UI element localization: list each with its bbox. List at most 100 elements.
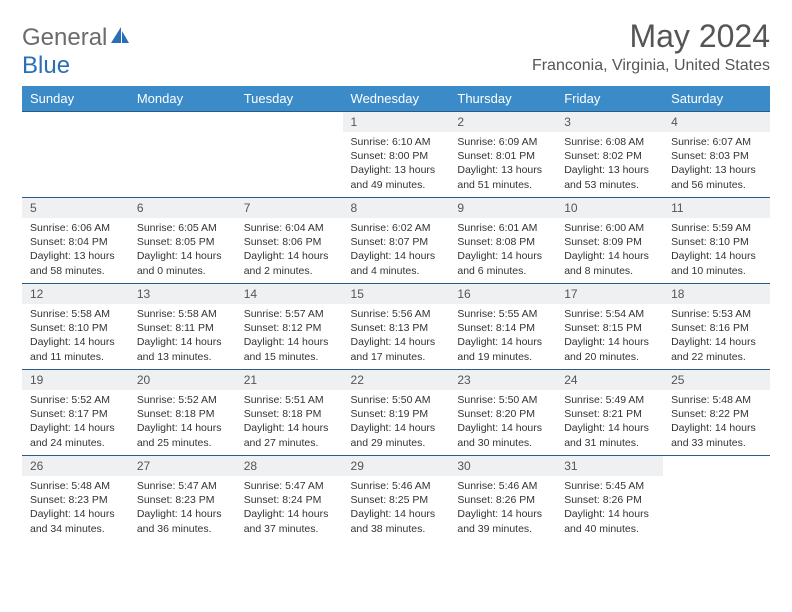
logo-sail-icon: [109, 25, 131, 50]
calendar-week-row: 12Sunrise: 5:58 AMSunset: 8:10 PMDayligh…: [22, 284, 770, 370]
calendar-day-cell: 4Sunrise: 6:07 AMSunset: 8:03 PMDaylight…: [663, 112, 770, 198]
day-number: 12: [22, 284, 129, 304]
day-number: 5: [22, 198, 129, 218]
calendar-day-cell: 14Sunrise: 5:57 AMSunset: 8:12 PMDayligh…: [236, 284, 343, 370]
day-number: 8: [343, 198, 450, 218]
calendar-day-cell: 6Sunrise: 6:05 AMSunset: 8:05 PMDaylight…: [129, 198, 236, 284]
day-number: 18: [663, 284, 770, 304]
day-details: Sunrise: 5:52 AMSunset: 8:17 PMDaylight:…: [22, 390, 129, 454]
calendar-day-cell: 30Sunrise: 5:46 AMSunset: 8:26 PMDayligh…: [449, 456, 556, 542]
day-details: Sunrise: 6:01 AMSunset: 8:08 PMDaylight:…: [449, 218, 556, 282]
logo-text-blue: Blue: [22, 52, 70, 79]
month-title: May 2024: [532, 18, 770, 55]
header: GeneralBlue May 2024 Franconia, Virginia…: [22, 18, 770, 80]
day-number: 21: [236, 370, 343, 390]
calendar-day-cell: 8Sunrise: 6:02 AMSunset: 8:07 PMDaylight…: [343, 198, 450, 284]
day-number: 20: [129, 370, 236, 390]
day-number: 11: [663, 198, 770, 218]
location: Franconia, Virginia, United States: [532, 57, 770, 75]
day-details: Sunrise: 5:55 AMSunset: 8:14 PMDaylight:…: [449, 304, 556, 368]
day-details: Sunrise: 5:45 AMSunset: 8:26 PMDaylight:…: [556, 476, 663, 540]
calendar-day-cell: 13Sunrise: 5:58 AMSunset: 8:11 PMDayligh…: [129, 284, 236, 370]
calendar-day-cell: 5Sunrise: 6:06 AMSunset: 8:04 PMDaylight…: [22, 198, 129, 284]
day-number: 19: [22, 370, 129, 390]
day-details: Sunrise: 6:08 AMSunset: 8:02 PMDaylight:…: [556, 132, 663, 196]
logo-text-general: General: [22, 24, 107, 51]
calendar-day-cell: 24Sunrise: 5:49 AMSunset: 8:21 PMDayligh…: [556, 370, 663, 456]
day-number: 23: [449, 370, 556, 390]
day-header: Monday: [129, 86, 236, 112]
day-details: Sunrise: 5:56 AMSunset: 8:13 PMDaylight:…: [343, 304, 450, 368]
day-number: 14: [236, 284, 343, 304]
calendar-day-cell: 29Sunrise: 5:46 AMSunset: 8:25 PMDayligh…: [343, 456, 450, 542]
day-details: Sunrise: 6:07 AMSunset: 8:03 PMDaylight:…: [663, 132, 770, 196]
calendar-empty-cell: [663, 456, 770, 542]
calendar-day-cell: 9Sunrise: 6:01 AMSunset: 8:08 PMDaylight…: [449, 198, 556, 284]
calendar-day-cell: 2Sunrise: 6:09 AMSunset: 8:01 PMDaylight…: [449, 112, 556, 198]
day-details: Sunrise: 5:53 AMSunset: 8:16 PMDaylight:…: [663, 304, 770, 368]
day-details: Sunrise: 6:00 AMSunset: 8:09 PMDaylight:…: [556, 218, 663, 282]
calendar-day-cell: 15Sunrise: 5:56 AMSunset: 8:13 PMDayligh…: [343, 284, 450, 370]
calendar-day-cell: 31Sunrise: 5:45 AMSunset: 8:26 PMDayligh…: [556, 456, 663, 542]
day-number: 3: [556, 112, 663, 132]
calendar-day-cell: 12Sunrise: 5:58 AMSunset: 8:10 PMDayligh…: [22, 284, 129, 370]
day-header: Tuesday: [236, 86, 343, 112]
calendar-day-cell: 27Sunrise: 5:47 AMSunset: 8:23 PMDayligh…: [129, 456, 236, 542]
calendar-day-cell: 11Sunrise: 5:59 AMSunset: 8:10 PMDayligh…: [663, 198, 770, 284]
day-number: 30: [449, 456, 556, 476]
calendar-empty-cell: [22, 112, 129, 198]
day-number: 2: [449, 112, 556, 132]
day-details: Sunrise: 6:10 AMSunset: 8:00 PMDaylight:…: [343, 132, 450, 196]
calendar-week-row: 19Sunrise: 5:52 AMSunset: 8:17 PMDayligh…: [22, 370, 770, 456]
day-details: Sunrise: 5:50 AMSunset: 8:20 PMDaylight:…: [449, 390, 556, 454]
day-number: 1: [343, 112, 450, 132]
calendar-day-cell: 28Sunrise: 5:47 AMSunset: 8:24 PMDayligh…: [236, 456, 343, 542]
day-number: 10: [556, 198, 663, 218]
title-block: May 2024 Franconia, Virginia, United Sta…: [532, 18, 770, 75]
day-details: Sunrise: 5:57 AMSunset: 8:12 PMDaylight:…: [236, 304, 343, 368]
calendar-table: SundayMondayTuesdayWednesdayThursdayFrid…: [22, 86, 770, 542]
day-details: Sunrise: 5:54 AMSunset: 8:15 PMDaylight:…: [556, 304, 663, 368]
calendar-day-cell: 23Sunrise: 5:50 AMSunset: 8:20 PMDayligh…: [449, 370, 556, 456]
day-header: Thursday: [449, 86, 556, 112]
day-details: Sunrise: 5:59 AMSunset: 8:10 PMDaylight:…: [663, 218, 770, 282]
day-number: 24: [556, 370, 663, 390]
day-header: Sunday: [22, 86, 129, 112]
calendar-body: 1Sunrise: 6:10 AMSunset: 8:00 PMDaylight…: [22, 112, 770, 542]
calendar-day-cell: 16Sunrise: 5:55 AMSunset: 8:14 PMDayligh…: [449, 284, 556, 370]
calendar-day-cell: 10Sunrise: 6:00 AMSunset: 8:09 PMDayligh…: [556, 198, 663, 284]
calendar-day-cell: 18Sunrise: 5:53 AMSunset: 8:16 PMDayligh…: [663, 284, 770, 370]
day-details: Sunrise: 6:09 AMSunset: 8:01 PMDaylight:…: [449, 132, 556, 196]
calendar-day-cell: 26Sunrise: 5:48 AMSunset: 8:23 PMDayligh…: [22, 456, 129, 542]
calendar-day-cell: 21Sunrise: 5:51 AMSunset: 8:18 PMDayligh…: [236, 370, 343, 456]
day-number: 13: [129, 284, 236, 304]
day-number: 6: [129, 198, 236, 218]
day-number: 22: [343, 370, 450, 390]
day-details: Sunrise: 5:58 AMSunset: 8:11 PMDaylight:…: [129, 304, 236, 368]
day-number: 15: [343, 284, 450, 304]
calendar-day-cell: 20Sunrise: 5:52 AMSunset: 8:18 PMDayligh…: [129, 370, 236, 456]
day-details: Sunrise: 5:58 AMSunset: 8:10 PMDaylight:…: [22, 304, 129, 368]
calendar-week-row: 1Sunrise: 6:10 AMSunset: 8:00 PMDaylight…: [22, 112, 770, 198]
day-number: 29: [343, 456, 450, 476]
day-number: 26: [22, 456, 129, 476]
calendar-day-cell: 17Sunrise: 5:54 AMSunset: 8:15 PMDayligh…: [556, 284, 663, 370]
day-number: 28: [236, 456, 343, 476]
day-details: Sunrise: 5:48 AMSunset: 8:22 PMDaylight:…: [663, 390, 770, 454]
day-details: Sunrise: 6:02 AMSunset: 8:07 PMDaylight:…: [343, 218, 450, 282]
day-details: Sunrise: 6:05 AMSunset: 8:05 PMDaylight:…: [129, 218, 236, 282]
day-number: 31: [556, 456, 663, 476]
day-details: Sunrise: 5:51 AMSunset: 8:18 PMDaylight:…: [236, 390, 343, 454]
calendar-day-cell: 25Sunrise: 5:48 AMSunset: 8:22 PMDayligh…: [663, 370, 770, 456]
day-details: Sunrise: 5:50 AMSunset: 8:19 PMDaylight:…: [343, 390, 450, 454]
day-details: Sunrise: 5:48 AMSunset: 8:23 PMDaylight:…: [22, 476, 129, 540]
calendar-empty-cell: [236, 112, 343, 198]
calendar-day-cell: 3Sunrise: 6:08 AMSunset: 8:02 PMDaylight…: [556, 112, 663, 198]
calendar-day-cell: 22Sunrise: 5:50 AMSunset: 8:19 PMDayligh…: [343, 370, 450, 456]
day-number: 16: [449, 284, 556, 304]
day-details: Sunrise: 5:52 AMSunset: 8:18 PMDaylight:…: [129, 390, 236, 454]
calendar-day-cell: 1Sunrise: 6:10 AMSunset: 8:00 PMDaylight…: [343, 112, 450, 198]
day-details: Sunrise: 5:49 AMSunset: 8:21 PMDaylight:…: [556, 390, 663, 454]
calendar-day-cell: 19Sunrise: 5:52 AMSunset: 8:17 PMDayligh…: [22, 370, 129, 456]
day-number: 25: [663, 370, 770, 390]
